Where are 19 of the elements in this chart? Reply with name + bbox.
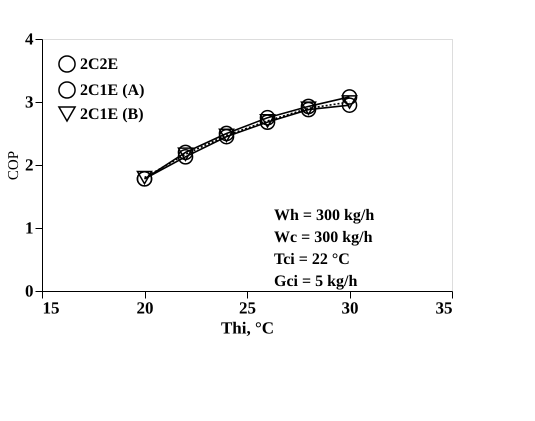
y-axis-title: COP — [6, 150, 22, 180]
x-tick-label: 25 — [239, 298, 256, 318]
legend-label: 2C1E (A) — [80, 82, 144, 99]
annotation: Wh = 300 kg/h — [274, 207, 374, 224]
y-tick-label: 4 — [25, 30, 34, 48]
y-tick-label: 2 — [25, 156, 34, 174]
x-tick-label: 15 — [42, 298, 60, 318]
annotation: Tci = 22 °C — [274, 251, 350, 268]
x-tick-label: 30 — [342, 298, 358, 318]
annotation: Gci = 5 kg/h — [274, 273, 358, 290]
annotation: Wc = 300 kg/h — [274, 229, 373, 246]
y-tick-label: 1 — [25, 218, 34, 238]
x-tick-label: 20 — [136, 298, 154, 318]
x-axis-title: Thi, °C — [220, 318, 274, 338]
x-tick-label: 35 — [436, 298, 452, 318]
legend-label: 2C1E (B) — [80, 106, 144, 123]
y-tick-label: 0 — [25, 282, 34, 300]
y-tick-label: 3 — [25, 92, 34, 112]
legend-label: 2C2E — [80, 56, 118, 73]
